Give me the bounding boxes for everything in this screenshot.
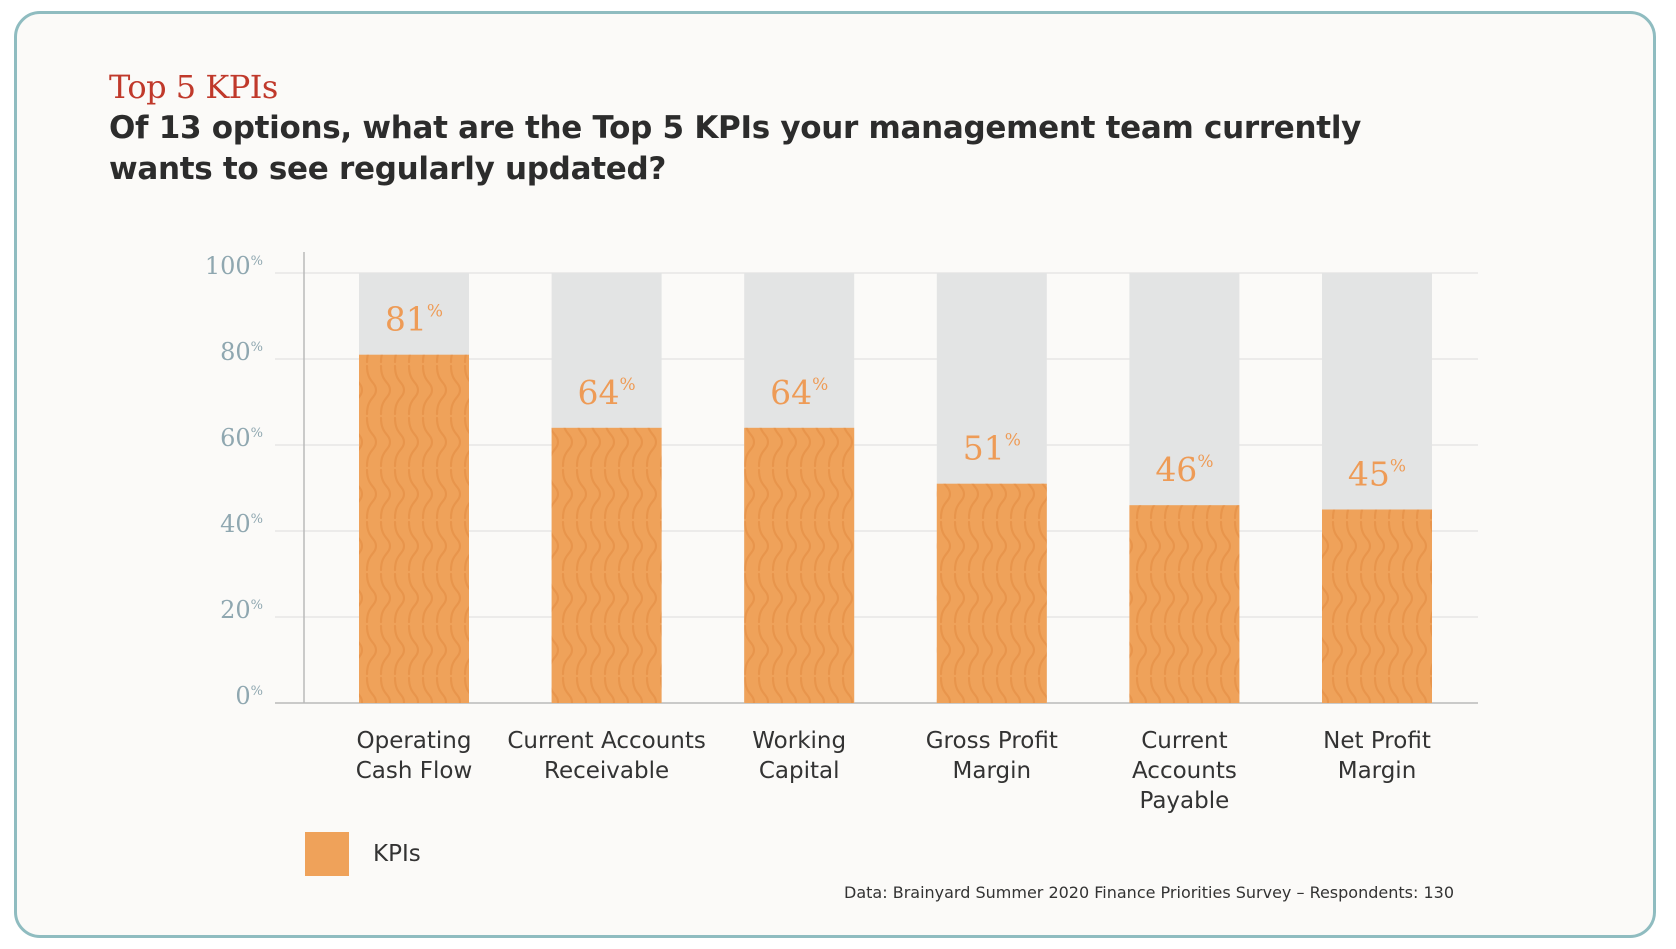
legend-label: KPIs — [373, 841, 421, 867]
category-label: Working Capital — [752, 728, 846, 784]
y-tick-label: 100% — [205, 252, 263, 280]
bars — [359, 273, 1432, 703]
y-tick-label: 0% — [235, 682, 263, 710]
category-labels: Operating Cash Flow Current Accounts Receiv… — [356, 728, 1431, 814]
bar-pattern — [359, 354, 469, 703]
bar-pattern — [744, 427, 855, 703]
bar-pattern — [1129, 505, 1240, 703]
bar-pattern — [551, 427, 662, 703]
y-tick-label: 40% — [220, 510, 263, 538]
category-label: Gross Profit Margin — [926, 728, 1058, 784]
y-tick-label: 60% — [220, 424, 263, 452]
y-tick-label: 20% — [220, 596, 263, 624]
chart-title: Of 13 options, what are the Top 5 KPIs y… — [109, 110, 1362, 187]
legend: KPIs — [305, 832, 421, 876]
y-axis: 0% 20% 40% 60% 80% 100% — [205, 252, 305, 710]
value-labels: 81%64% 64%51%46% 45% — [385, 300, 1406, 494]
gridlines — [275, 272, 1478, 704]
data-source-note: Data: Brainyard Summer 2020 Finance Prio… — [844, 883, 1454, 902]
category-label: Operating Cash Flow — [356, 728, 473, 784]
category-label: Net Profit Margin — [1323, 728, 1431, 784]
legend-swatch — [305, 832, 349, 876]
y-tick-label: 80% — [220, 338, 263, 366]
bar-pattern — [936, 483, 1047, 703]
category-label: Current Accounts Receivable — [507, 728, 706, 784]
bar-pattern — [1322, 509, 1432, 703]
category-label: Current Accounts Payable — [1132, 728, 1237, 814]
chart-kicker: Top 5 KPIs — [109, 68, 278, 106]
